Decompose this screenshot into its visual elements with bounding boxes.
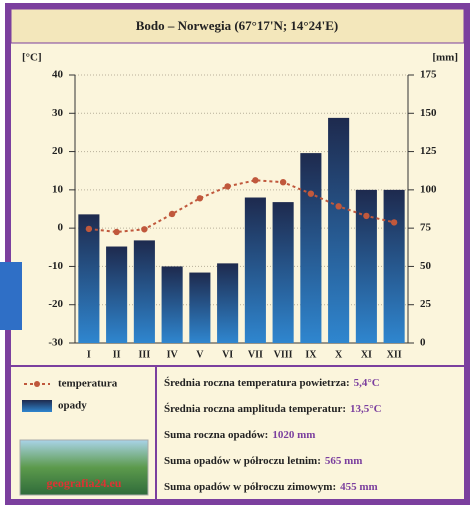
bar [189,272,211,343]
point [224,183,231,190]
y2-axis-label: [mm] [432,52,458,64]
bar [217,263,239,343]
info-label: Średnia roczna temperatura powietrza: [164,377,350,389]
bar [161,266,183,343]
legend-label: temperatura [58,378,118,390]
bar [133,240,155,343]
y-tick-label: 30 [52,107,64,119]
info-value: 565 mm [325,455,363,467]
info-row: Średnia roczna temperatura powietrza: 5,4… [164,377,380,389]
point [113,228,120,236]
bar [383,189,405,343]
x-tick-label: VI [222,349,233,360]
point [363,212,370,220]
bar [244,197,266,343]
x-tick-label: XII [387,349,402,360]
y2-tick-label: 175 [420,69,437,81]
bar [78,214,100,343]
y-tick-label: 0 [58,222,64,234]
y2-tick-label: 25 [420,298,432,310]
y-tick-label: -30 [48,337,63,349]
y-tick-label: -10 [48,260,63,272]
point [335,203,342,210]
point [307,190,315,197]
y-tick-label: 20 [52,145,64,157]
point [196,195,204,202]
y2-tick-label: 125 [420,145,437,157]
y2-tick-label: 50 [420,260,432,272]
info-row: Średnia roczna amplituda temperatur: 13,5… [164,403,382,415]
y-tick-label: 10 [52,183,64,195]
info-value: 13,5°C [350,403,382,415]
x-tick-label: VII [248,349,263,360]
legend: temperatura opady [22,378,118,412]
bar [355,189,377,343]
point [141,226,148,233]
x-tick-label: V [196,349,204,360]
line [88,179,395,233]
point [279,179,287,186]
bar [272,202,294,343]
x-tick-label: III [139,349,151,360]
y-axis-label: [°C] [22,52,42,64]
logo [19,439,149,496]
y-tick-label: 40 [52,69,64,81]
point [168,210,176,218]
y-tick-label: -20 [48,298,63,310]
legend-point [34,381,40,387]
bar [328,117,350,343]
logo-text: geografia24.eu [47,476,122,490]
y2-tick-label: 75 [420,222,432,234]
info-row: Suma roczna opadów: 1020 mm [164,429,315,441]
info-label: Suma opadów w półroczu letnim: [164,455,321,467]
info-label: Suma roczna opadów: [164,429,268,441]
legend-swatch [22,400,52,412]
info-value: 5,4°C [354,377,380,389]
y2-tick-label: 100 [420,183,437,195]
x-tick-label: XI [361,349,372,360]
chart-title: Bodo – Norwegia (67°17'N; 14°24'E) [136,18,339,33]
title-bar [10,8,465,44]
info-label: Średnia roczna amplituda temperatur: [164,403,346,415]
x-tick-label: IX [305,349,317,360]
legend-label: opady [58,400,87,412]
info-row: Suma opadów w półroczu letnim: 565 mm [164,455,362,467]
point [85,225,93,233]
info-row: Suma opadów w półroczu zimowym: 455 mm [164,481,378,493]
info-value: 1020 mm [272,429,315,441]
x-tick-label: VIII [274,349,293,360]
info-panel: Średnia roczna temperatura powietrza: 5,4… [164,377,382,493]
point [252,177,259,184]
y2-tick-label: 0 [420,337,426,349]
bar [106,246,128,343]
side-tab [0,262,22,330]
x-tick-label: I [87,349,91,360]
y2-tick-label: 150 [420,107,437,119]
x-tick-label: IV [167,349,179,360]
x-tick-label: X [335,349,343,360]
info-value: 455 mm [340,481,378,493]
x-tick-label: II [113,349,121,360]
info-label: Suma opadów w półroczu zimowym: [164,481,336,493]
bar [300,153,322,343]
point [390,219,398,226]
